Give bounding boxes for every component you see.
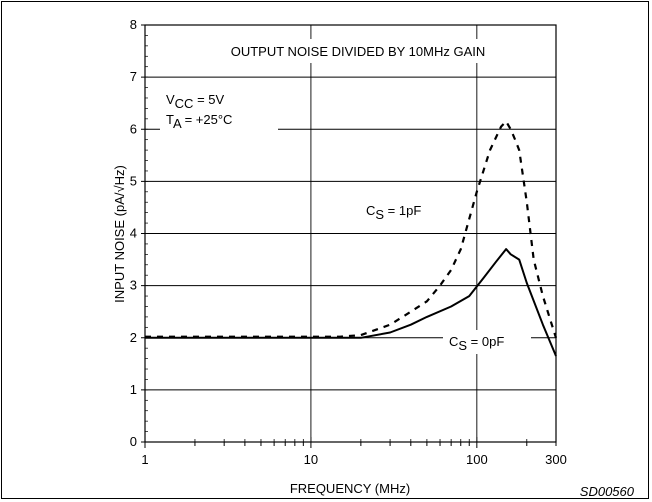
y-tick-label-1: 1 — [130, 382, 137, 397]
series-2-label-background — [443, 330, 531, 354]
y-tick-label-4: 4 — [130, 226, 137, 241]
series-line-0 — [145, 120, 558, 339]
y-tick-label-2: 2 — [130, 330, 137, 345]
x-tick-label-1: 1 — [141, 452, 148, 467]
series-1-label-background — [360, 199, 448, 223]
figure-code: SD00560 — [580, 484, 635, 499]
series-lines — [145, 120, 558, 357]
series-label-cs-0pf: CS = 0pF — [449, 334, 504, 353]
y-tick-label-5: 5 — [130, 173, 137, 188]
y-tick-label-8: 8 — [130, 17, 137, 32]
ta-condition: TA = +25°C — [166, 112, 232, 131]
title-background — [190, 39, 526, 63]
vcc-condition: VCC = 5V — [166, 92, 224, 111]
x-axis-title: FREQUENCY (MHz) — [290, 481, 410, 496]
x-tick-label-100: 100 — [466, 452, 488, 467]
chart-title: OUTPUT NOISE DIVIDED BY 10MHz GAIN — [231, 44, 486, 59]
y-tick-label-0: 0 — [130, 434, 137, 449]
grid — [145, 25, 556, 442]
conditions-background — [160, 88, 278, 134]
y-tick-label-7: 7 — [130, 69, 137, 84]
y-tick-label-3: 3 — [130, 278, 137, 293]
x-tick-label-300: 300 — [545, 452, 567, 467]
y-tick-label-6: 6 — [130, 121, 137, 136]
series-line-1 — [145, 248, 557, 357]
series-label-cs-1pf: CS = 1pF — [366, 203, 421, 222]
y-axis-title: INPUT NOISE (pA/√Hz) — [112, 165, 127, 303]
x-tick-label-10: 10 — [304, 452, 318, 467]
